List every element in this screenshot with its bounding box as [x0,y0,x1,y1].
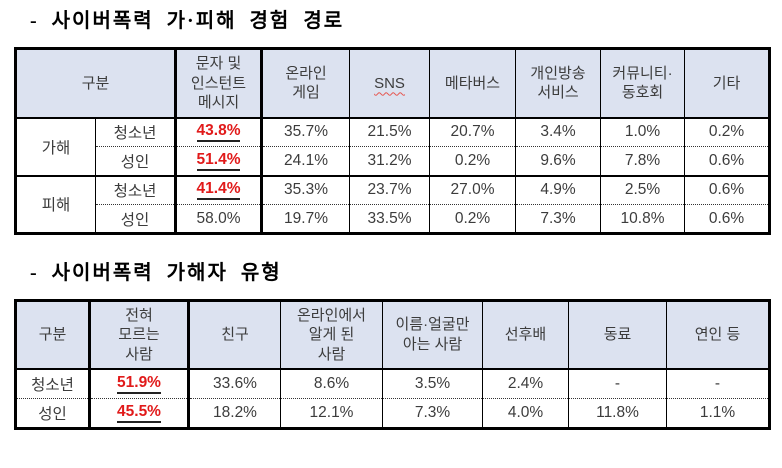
table-experience-routes: 구분 문자 및 인스턴트 메시지 온라인 게임 SNS 메타버스 개인방송 서비… [14,47,772,235]
col-header-stranger: 전혀 모르는 사람 [88,300,190,370]
cell-value: 24.1% [261,146,351,176]
table-row: 청소년 51.9% 33.6% 8.6% 3.5% 2.4% - - [15,368,770,399]
cell-value-highlight: 45.5% [88,398,190,429]
highlighted-value: 51.4% [196,151,241,171]
col-header-gubun: 구분 [14,48,177,119]
col-header-message: 문자 및 인스턴트 메시지 [174,48,264,119]
cell-value: 7.3% [515,204,602,234]
table-row: 성인 51.4% 24.1% 31.2% 0.2% 9.6% 7.8% 0.6% [16,146,771,176]
cell-value: 3.5% [382,368,483,399]
cell-group-perpetration: 가해 [15,117,96,176]
cell-value-highlight: 41.4% [174,174,264,205]
cell-value: 33.5% [349,204,431,234]
cell-subgroup: 성인 [15,398,90,429]
col-header-gubun: 구분 [15,300,90,370]
col-header-lover: 연인 등 [666,300,770,370]
highlighted-value: 51.9% [117,374,161,394]
table-row: 성인 58.0% 19.7% 33.5% 0.2% 7.3% 10.8% 0.6… [16,204,771,234]
cell-value: 8.6% [280,368,383,399]
cell-value: 31.2% [349,146,431,176]
cell-value: 0.2% [429,204,517,234]
cell-value: 2.5% [600,174,686,205]
cell-value: 18.2% [188,398,281,429]
cell-value: 0.6% [684,146,771,176]
cell-value-highlight: 43.8% [174,117,264,147]
cell-value: 1.1% [666,398,770,429]
section1-title: - 사이버폭력 가·피해 경험 경로 [30,10,345,32]
header-row: 구분 문자 및 인스턴트 메시지 온라인 게임 SNS 메타버스 개인방송 서비… [14,48,771,119]
cell-subgroup: 성인 [94,204,177,234]
cell-value: 58.0% [174,204,264,234]
cell-value: 7.3% [382,398,483,429]
cell-value: 19.7% [261,204,351,234]
cell-value: 10.8% [600,204,686,234]
cell-subgroup: 청소년 [94,117,177,147]
highlighted-value: 43.8% [196,122,241,143]
cell-subgroup: 청소년 [94,174,177,205]
cell-value: 0.2% [429,146,517,176]
col-header-community: 커뮤니티· 동호회 [600,48,686,119]
cell-value: 2.4% [482,368,569,399]
cell-value: 12.1% [280,398,383,429]
cell-value: 9.6% [515,146,602,176]
col-header-met-online: 온라인에서 알게 된 사람 [280,300,383,370]
sns-label: SNS [374,74,405,92]
col-header-sns: SNS [349,48,431,119]
col-header-senior-junior: 선후배 [482,300,569,370]
cell-value: 1.0% [600,117,686,147]
table-row: 피해 청소년 41.4% 35.3% 23.7% 27.0% 4.9% 2.5%… [15,174,771,234]
cell-value: - [666,368,770,399]
table-perpetrator-types: 구분 전혀 모르는 사람 친구 온라인에서 알게 된 사람 이름·얼굴만 아는 … [14,299,771,430]
col-header-metaverse: 메타버스 [429,48,517,119]
cell-value: 33.6% [188,368,281,399]
cell-subgroup: 성인 [94,146,177,176]
cell-value: 0.6% [684,204,771,234]
col-header-friend: 친구 [188,300,281,370]
section2-title: - 사이버폭력 가해자 유형 [30,262,282,284]
highlighted-value: 45.5% [117,403,161,423]
col-header-broadcast: 개인방송 서비스 [515,48,602,119]
col-header-colleague: 동료 [568,300,667,370]
cell-value: 21.5% [349,117,431,147]
cell-value: 0.6% [684,174,771,205]
cell-value: 0.2% [684,117,771,147]
cell-value-highlight: 51.9% [88,368,190,399]
cell-value: 35.3% [261,174,351,205]
cell-value: 11.8% [568,398,667,429]
cell-value: 20.7% [429,117,517,147]
col-header-etc: 기타 [684,48,771,119]
table-row: 가해 청소년 43.8% 35.7% 21.5% 20.7% 3.4% 1.0%… [15,117,771,176]
cell-value: 7.8% [600,146,686,176]
table-row: 성인 45.5% 18.2% 12.1% 7.3% 4.0% 11.8% 1.1… [15,398,770,429]
cell-value: 23.7% [349,174,431,205]
cell-value: 35.7% [261,117,351,147]
col-header-known-by-face: 이름·얼굴만 아는 사람 [382,300,483,370]
cell-value: - [568,368,667,399]
cell-value: 27.0% [429,174,517,205]
cell-value: 3.4% [515,117,602,147]
header-row: 구분 전혀 모르는 사람 친구 온라인에서 알게 된 사람 이름·얼굴만 아는 … [15,300,770,370]
cell-value: 4.0% [482,398,569,429]
cell-subgroup: 청소년 [15,368,90,399]
highlighted-value: 41.4% [196,180,241,201]
cell-value-highlight: 51.4% [174,146,264,176]
cell-group-victimization: 피해 [15,174,96,234]
col-header-online-game: 온라인 게임 [261,48,351,119]
cell-value: 4.9% [515,174,602,205]
